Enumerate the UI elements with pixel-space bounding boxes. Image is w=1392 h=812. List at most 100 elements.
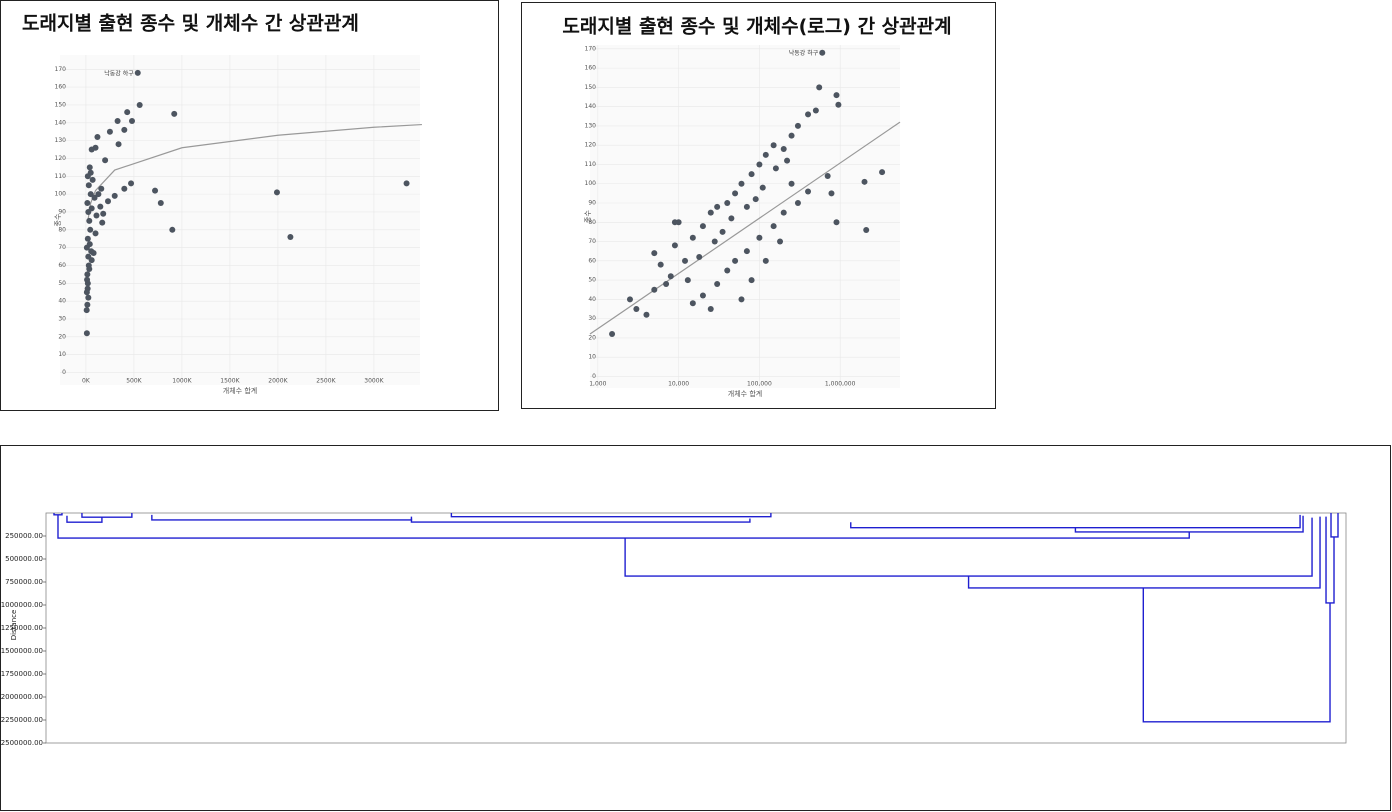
y-tick-label: 20 [58, 333, 66, 340]
x-axis-label: 개체수 합계 [223, 386, 257, 395]
point [819, 49, 826, 56]
point [87, 226, 94, 233]
dendrogram-link [850, 514, 1301, 529]
point [828, 190, 835, 197]
point [719, 228, 726, 235]
point [788, 132, 795, 139]
point [805, 188, 812, 195]
point [86, 266, 93, 273]
point [100, 210, 107, 217]
y-tick-label: 2500000.00 [1, 739, 43, 747]
y-tick-label: 20 [588, 334, 596, 341]
x-tick-label: 3000K [364, 378, 384, 385]
point [169, 226, 176, 233]
point [86, 217, 93, 224]
point [671, 242, 678, 249]
dendrogram-link [967, 516, 1321, 589]
point [91, 194, 98, 201]
point [83, 307, 90, 314]
dendrogram-link [624, 517, 1313, 577]
point [136, 101, 143, 108]
point [748, 277, 755, 284]
y-tick-label: 1000000.00 [1, 601, 43, 609]
point [738, 296, 745, 303]
point [651, 250, 658, 257]
point [657, 261, 664, 268]
point [86, 164, 93, 171]
dendrogram-link [1074, 515, 1304, 533]
point [99, 219, 106, 226]
point [777, 238, 784, 245]
point [748, 171, 755, 178]
y-tick-label: 120 [55, 155, 67, 162]
point [689, 234, 696, 241]
dendrogram-link [81, 513, 133, 518]
y-tick-label: 110 [55, 173, 67, 180]
y-tick-label: 0 [62, 369, 66, 376]
point [663, 280, 670, 287]
point [682, 257, 689, 264]
point [833, 219, 840, 226]
panel [0, 445, 1391, 811]
y-tick-label: 140 [585, 103, 597, 110]
dendrogram-link [151, 514, 413, 521]
y-tick-label: 110 [585, 161, 597, 168]
point [780, 146, 787, 153]
point [87, 191, 94, 198]
point [93, 212, 100, 219]
point [732, 190, 739, 197]
y-tick-label: 150 [585, 84, 597, 91]
point [724, 267, 731, 274]
x-tick-label: 100,000 [747, 381, 772, 388]
point [756, 161, 763, 168]
y-tick-label: 90 [588, 200, 596, 207]
point [152, 187, 159, 194]
point [879, 169, 886, 176]
y-tick-label: 50 [588, 277, 596, 284]
y-tick-label: 0 [592, 373, 596, 380]
point [788, 180, 795, 187]
dendrogram-link [57, 514, 1190, 539]
point [121, 126, 128, 133]
point [643, 311, 650, 318]
y-tick-label: 80 [588, 219, 596, 226]
dendrogram-link [1330, 513, 1339, 538]
chart: 도래지별 출현 종수 및 개체수(로그) 간 상관관계 0 10 20 30 40 50 60… [562, 16, 951, 399]
point [699, 292, 706, 299]
point [770, 223, 777, 230]
point [756, 234, 763, 241]
point [87, 169, 94, 176]
point [833, 92, 840, 99]
y-tick-label: 50 [58, 280, 66, 287]
point [102, 157, 109, 164]
y-tick-label: 250000.00 [5, 532, 43, 540]
point [89, 176, 96, 183]
plot-area [60, 55, 420, 385]
point [287, 233, 294, 240]
y-tick-label: 160 [55, 84, 67, 91]
point [85, 182, 92, 189]
y-tick-label: 2250000.00 [1, 716, 43, 724]
dendrogram-link [53, 513, 63, 516]
y-tick-label: 120 [585, 142, 597, 149]
x-tick-label: 1,000 [589, 381, 606, 388]
point [784, 157, 791, 164]
point [835, 101, 842, 108]
point [134, 69, 141, 76]
chart: 250000.00 500000.00 750000.00 1000000.00 125… [1, 512, 1347, 747]
point [724, 200, 731, 207]
y-tick-label: 30 [588, 315, 596, 322]
y-tick-label: 1750000.00 [1, 670, 43, 678]
point [743, 248, 750, 255]
chart-title: 도래지별 출현 종수 및 개체수(로그) 간 상관관계 [562, 16, 951, 38]
point [732, 257, 739, 264]
point-label: 낙동강 하구 [104, 69, 134, 77]
x-tick-label: 2500K [316, 378, 336, 385]
point [129, 118, 135, 124]
point [98, 185, 105, 192]
point [714, 280, 721, 287]
point [671, 219, 678, 226]
x-tick-label: 2000K [268, 378, 288, 385]
point [762, 151, 769, 158]
